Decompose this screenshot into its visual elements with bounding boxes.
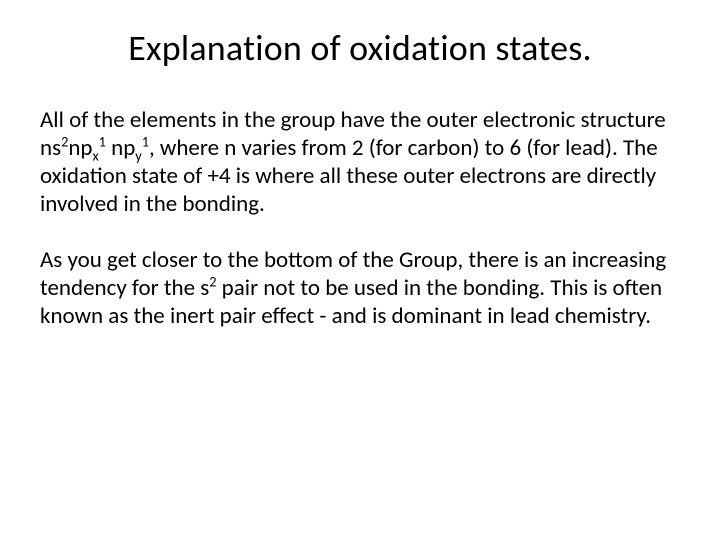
paragraph-1: All of the elements in the group have th… [40, 106, 680, 218]
paragraph-2: As you get closer to the bottom of the G… [40, 246, 680, 330]
slide-title: Explanation of oxidation states. [40, 26, 680, 70]
superscript-1b: 1 [142, 132, 149, 150]
slide: Explanation of oxidation states. All of … [0, 0, 720, 540]
p1-text-b: np [68, 134, 92, 162]
slide-body: All of the elements in the group have th… [40, 106, 680, 330]
superscript-1: 1 [99, 132, 106, 150]
p1-text-c: np [106, 134, 135, 162]
